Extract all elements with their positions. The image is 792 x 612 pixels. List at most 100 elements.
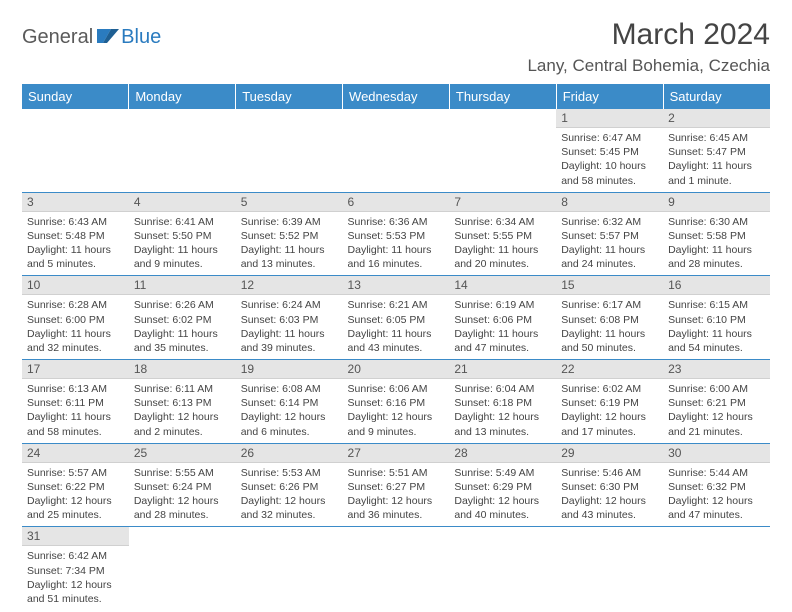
day-details: Sunrise: 6:43 AMSunset: 5:48 PMDaylight:… [22, 212, 129, 276]
day-number: 25 [129, 444, 236, 463]
day-details: Sunrise: 6:45 AMSunset: 5:47 PMDaylight:… [663, 128, 770, 192]
sunrise-text: Sunrise: 5:57 AM [27, 466, 124, 480]
day-number: 15 [556, 276, 663, 295]
day-details: Sunrise: 5:46 AMSunset: 6:30 PMDaylight:… [556, 463, 663, 527]
daylight-text: Daylight: 11 hours and 35 minutes. [134, 327, 231, 355]
calendar-day-cell: 7Sunrise: 6:34 AMSunset: 5:55 PMDaylight… [449, 192, 556, 276]
day-number: 28 [449, 444, 556, 463]
sunset-text: Sunset: 5:48 PM [27, 229, 124, 243]
weekday-header: Friday [556, 84, 663, 109]
calendar-day-cell [129, 109, 236, 192]
calendar-day-cell: 15Sunrise: 6:17 AMSunset: 6:08 PMDayligh… [556, 276, 663, 360]
day-number: 3 [22, 193, 129, 212]
calendar-week-row: 17Sunrise: 6:13 AMSunset: 6:11 PMDayligh… [22, 360, 770, 444]
calendar-day-cell: 8Sunrise: 6:32 AMSunset: 5:57 PMDaylight… [556, 192, 663, 276]
sunset-text: Sunset: 6:13 PM [134, 396, 231, 410]
day-number: 7 [449, 193, 556, 212]
calendar-day-cell: 5Sunrise: 6:39 AMSunset: 5:52 PMDaylight… [236, 192, 343, 276]
sunset-text: Sunset: 6:08 PM [561, 313, 658, 327]
sunset-text: Sunset: 5:52 PM [241, 229, 338, 243]
calendar-week-row: 31Sunrise: 6:42 AMSunset: 7:34 PMDayligh… [22, 527, 770, 610]
day-number: 6 [343, 193, 450, 212]
day-details: Sunrise: 6:21 AMSunset: 6:05 PMDaylight:… [343, 295, 450, 359]
day-details: Sunrise: 6:26 AMSunset: 6:02 PMDaylight:… [129, 295, 236, 359]
daylight-text: Daylight: 11 hours and 58 minutes. [27, 410, 124, 438]
sunset-text: Sunset: 5:53 PM [348, 229, 445, 243]
day-number: 19 [236, 360, 343, 379]
daylight-text: Daylight: 12 hours and 32 minutes. [241, 494, 338, 522]
sunrise-text: Sunrise: 6:47 AM [561, 131, 658, 145]
calendar-day-cell: 2Sunrise: 6:45 AMSunset: 5:47 PMDaylight… [663, 109, 770, 192]
location-subtitle: Lany, Central Bohemia, Czechia [527, 56, 770, 76]
day-details: Sunrise: 6:30 AMSunset: 5:58 PMDaylight:… [663, 212, 770, 276]
sunset-text: Sunset: 6:06 PM [454, 313, 551, 327]
sunrise-text: Sunrise: 6:00 AM [668, 382, 765, 396]
daylight-text: Daylight: 11 hours and 16 minutes. [348, 243, 445, 271]
calendar-day-cell: 17Sunrise: 6:13 AMSunset: 6:11 PMDayligh… [22, 360, 129, 444]
day-details: Sunrise: 6:28 AMSunset: 6:00 PMDaylight:… [22, 295, 129, 359]
day-number: 12 [236, 276, 343, 295]
day-details: Sunrise: 6:17 AMSunset: 6:08 PMDaylight:… [556, 295, 663, 359]
calendar-day-cell: 21Sunrise: 6:04 AMSunset: 6:18 PMDayligh… [449, 360, 556, 444]
daylight-text: Daylight: 10 hours and 58 minutes. [561, 159, 658, 187]
daylight-text: Daylight: 11 hours and 9 minutes. [134, 243, 231, 271]
day-details: Sunrise: 6:02 AMSunset: 6:19 PMDaylight:… [556, 379, 663, 443]
day-details: Sunrise: 6:11 AMSunset: 6:13 PMDaylight:… [129, 379, 236, 443]
sunset-text: Sunset: 6:14 PM [241, 396, 338, 410]
day-details: Sunrise: 6:32 AMSunset: 5:57 PMDaylight:… [556, 212, 663, 276]
calendar-day-cell: 3Sunrise: 6:43 AMSunset: 5:48 PMDaylight… [22, 192, 129, 276]
calendar-week-row: 1Sunrise: 6:47 AMSunset: 5:45 PMDaylight… [22, 109, 770, 192]
calendar-table: SundayMondayTuesdayWednesdayThursdayFrid… [22, 84, 770, 610]
day-details: Sunrise: 6:34 AMSunset: 5:55 PMDaylight:… [449, 212, 556, 276]
title-block: March 2024 Lany, Central Bohemia, Czechi… [527, 18, 770, 76]
calendar-day-cell: 31Sunrise: 6:42 AMSunset: 7:34 PMDayligh… [22, 527, 129, 610]
day-number: 23 [663, 360, 770, 379]
calendar-day-cell [556, 527, 663, 610]
daylight-text: Daylight: 12 hours and 2 minutes. [134, 410, 231, 438]
calendar-day-cell [343, 109, 450, 192]
brand-logo: General Blue [22, 18, 161, 49]
day-number: 26 [236, 444, 343, 463]
sunset-text: Sunset: 6:11 PM [27, 396, 124, 410]
day-number: 2 [663, 109, 770, 128]
sunrise-text: Sunrise: 6:08 AM [241, 382, 338, 396]
calendar-day-cell [236, 527, 343, 610]
day-details: Sunrise: 6:24 AMSunset: 6:03 PMDaylight:… [236, 295, 343, 359]
day-details: Sunrise: 6:19 AMSunset: 6:06 PMDaylight:… [449, 295, 556, 359]
sunset-text: Sunset: 6:24 PM [134, 480, 231, 494]
daylight-text: Daylight: 11 hours and 5 minutes. [27, 243, 124, 271]
day-details: Sunrise: 6:06 AMSunset: 6:16 PMDaylight:… [343, 379, 450, 443]
day-details: Sunrise: 6:36 AMSunset: 5:53 PMDaylight:… [343, 212, 450, 276]
weekday-header: Tuesday [236, 84, 343, 109]
daylight-text: Daylight: 12 hours and 13 minutes. [454, 410, 551, 438]
calendar-day-cell: 10Sunrise: 6:28 AMSunset: 6:00 PMDayligh… [22, 276, 129, 360]
calendar-day-cell: 13Sunrise: 6:21 AMSunset: 6:05 PMDayligh… [343, 276, 450, 360]
calendar-day-cell: 22Sunrise: 6:02 AMSunset: 6:19 PMDayligh… [556, 360, 663, 444]
page-title: March 2024 [527, 18, 770, 52]
daylight-text: Daylight: 11 hours and 32 minutes. [27, 327, 124, 355]
sunset-text: Sunset: 6:00 PM [27, 313, 124, 327]
day-number: 31 [22, 527, 129, 546]
sunset-text: Sunset: 6:18 PM [454, 396, 551, 410]
header: General Blue March 2024 Lany, Central Bo… [22, 18, 770, 76]
sunset-text: Sunset: 5:57 PM [561, 229, 658, 243]
daylight-text: Daylight: 12 hours and 6 minutes. [241, 410, 338, 438]
daylight-text: Daylight: 11 hours and 39 minutes. [241, 327, 338, 355]
weekday-header: Thursday [449, 84, 556, 109]
weekday-header: Saturday [663, 84, 770, 109]
day-number: 16 [663, 276, 770, 295]
sunset-text: Sunset: 6:29 PM [454, 480, 551, 494]
day-details: Sunrise: 6:47 AMSunset: 5:45 PMDaylight:… [556, 128, 663, 192]
sunset-text: Sunset: 5:55 PM [454, 229, 551, 243]
calendar-day-cell: 23Sunrise: 6:00 AMSunset: 6:21 PMDayligh… [663, 360, 770, 444]
sunrise-text: Sunrise: 6:13 AM [27, 382, 124, 396]
day-number: 14 [449, 276, 556, 295]
daylight-text: Daylight: 11 hours and 20 minutes. [454, 243, 551, 271]
daylight-text: Daylight: 12 hours and 21 minutes. [668, 410, 765, 438]
day-number: 18 [129, 360, 236, 379]
day-number: 13 [343, 276, 450, 295]
sunset-text: Sunset: 6:32 PM [668, 480, 765, 494]
sunrise-text: Sunrise: 6:28 AM [27, 298, 124, 312]
flag-icon [97, 27, 119, 48]
sunrise-text: Sunrise: 6:26 AM [134, 298, 231, 312]
